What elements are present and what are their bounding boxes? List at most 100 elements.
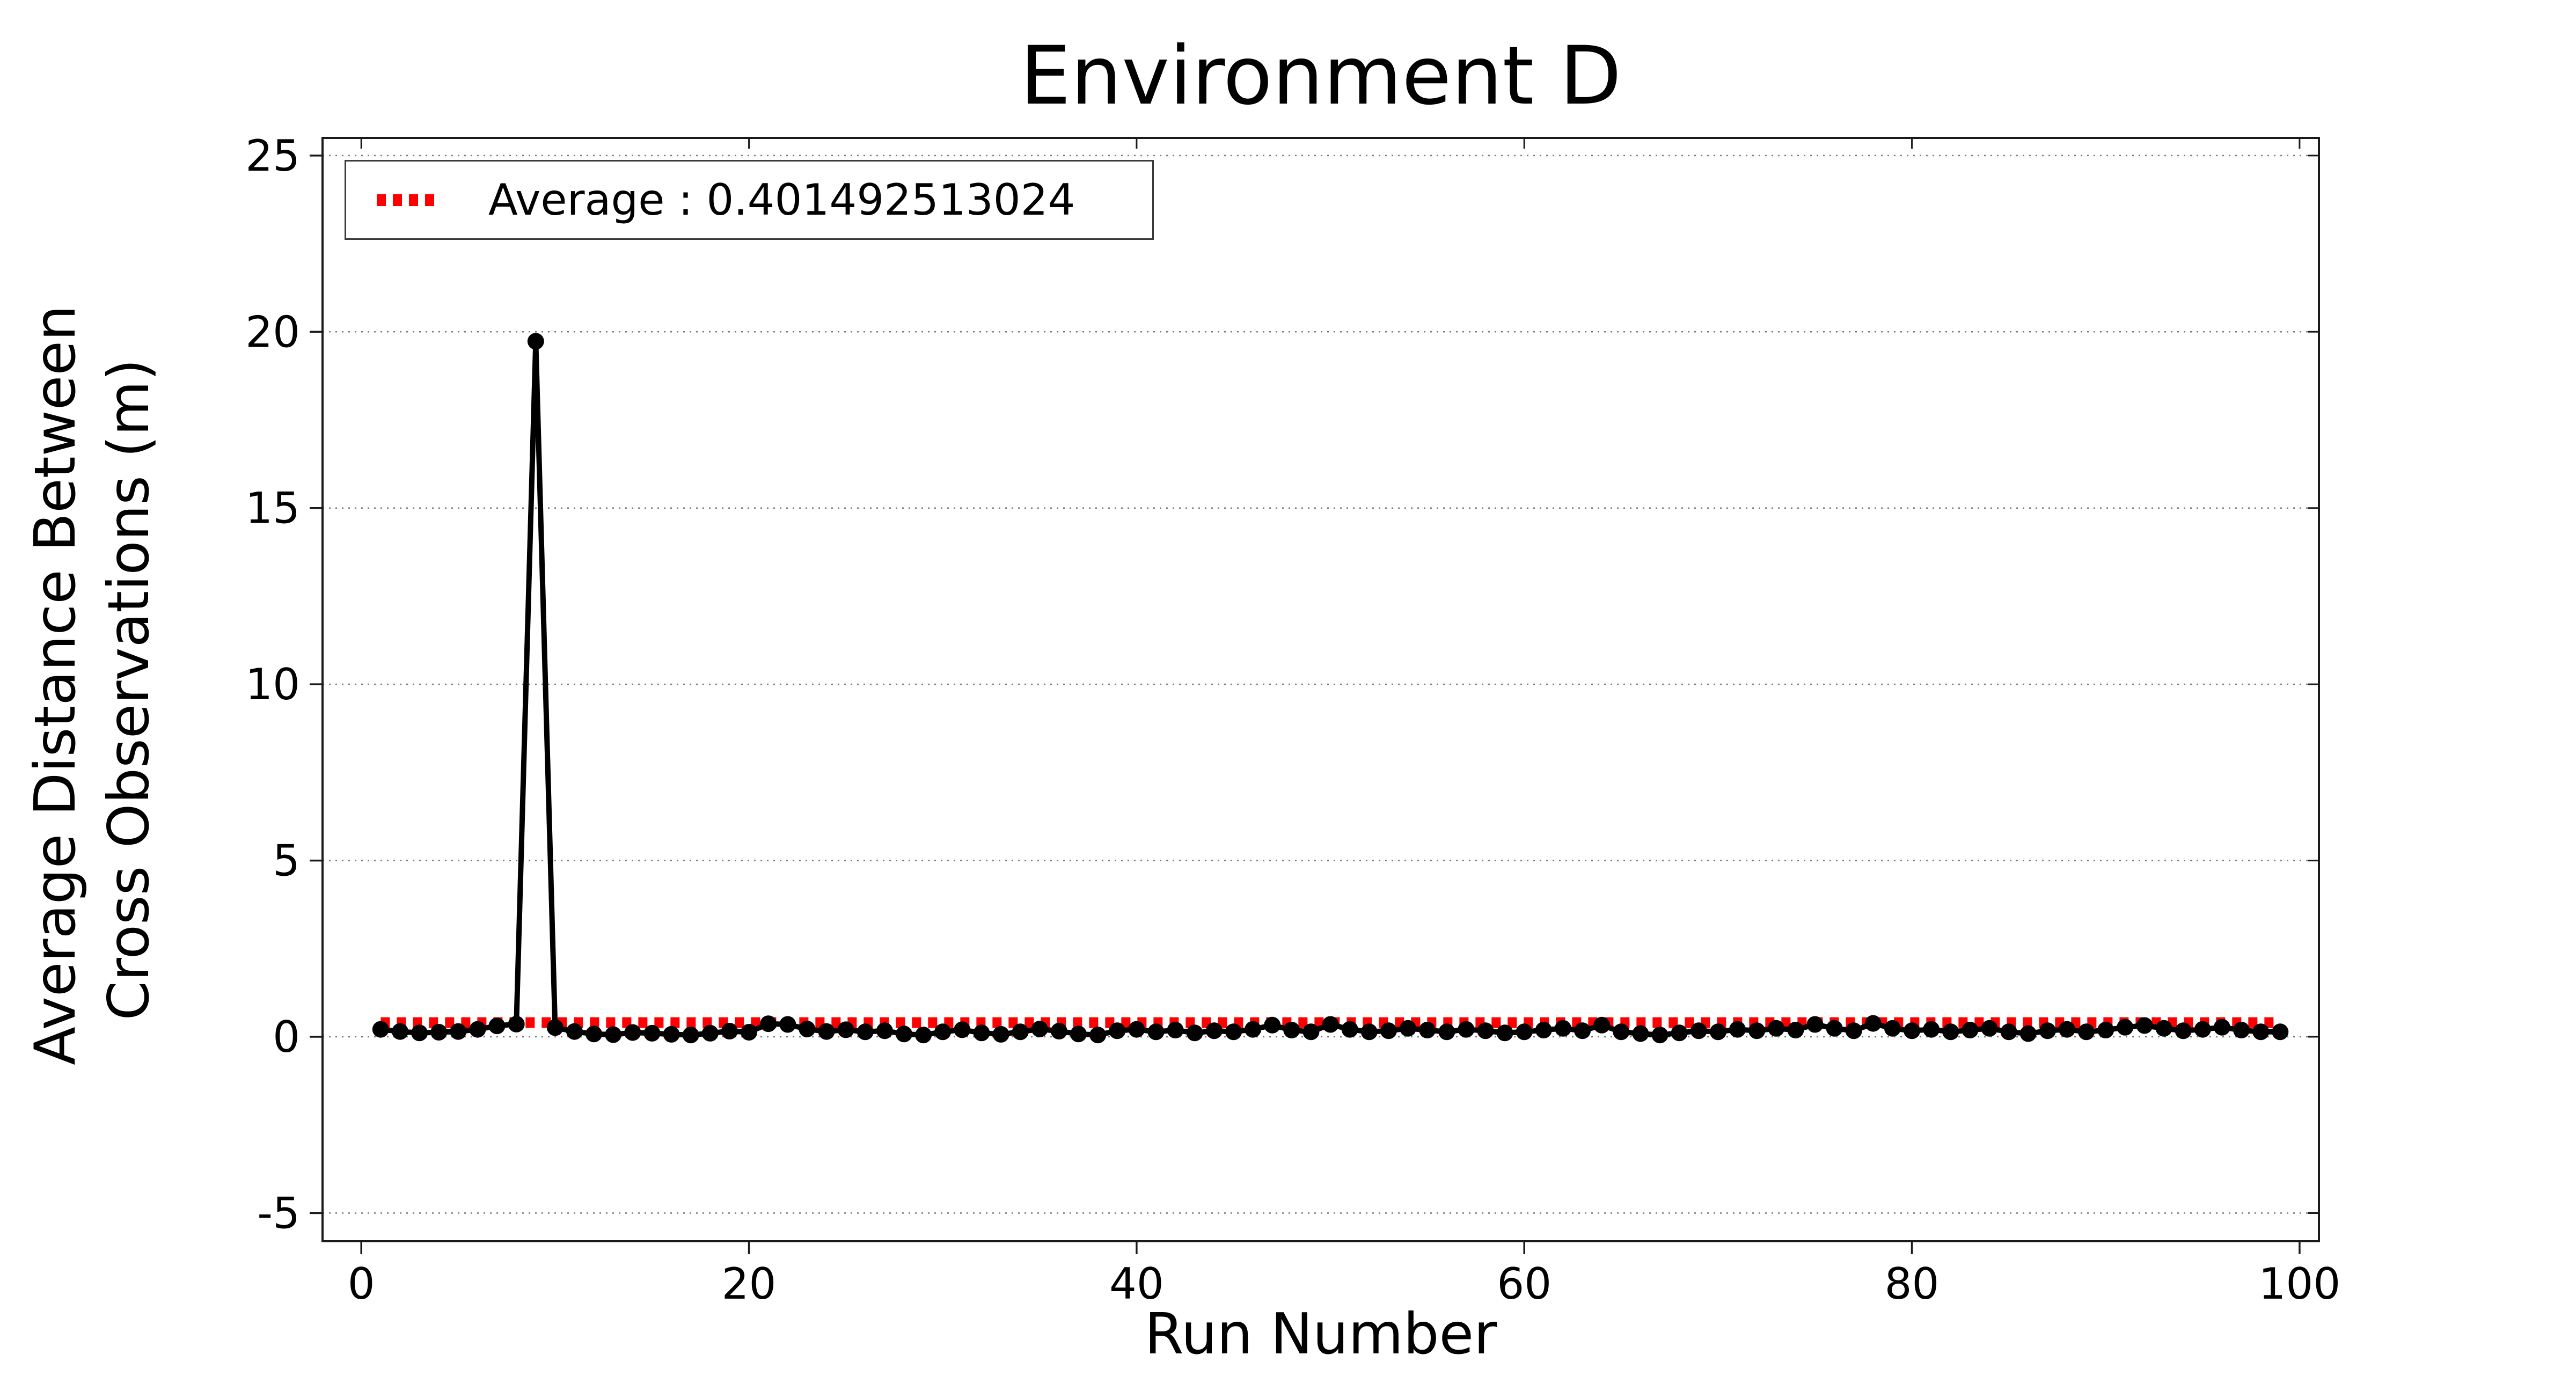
data-point-run-77 xyxy=(1845,1022,1862,1039)
data-point-run-82 xyxy=(1942,1023,1959,1041)
y-tick-label-20: 20 xyxy=(245,307,300,357)
legend: Average : 0.401492513024 xyxy=(345,160,1154,240)
data-point-run-23 xyxy=(799,1021,816,1038)
y-tick-label-15: 15 xyxy=(245,484,300,533)
data-point-run-90 xyxy=(2097,1022,2114,1038)
data-point-run-53 xyxy=(1380,1022,1397,1039)
axes-spines xyxy=(321,137,2320,1242)
data-point-run-50 xyxy=(1322,1016,1339,1033)
data-point-run-46 xyxy=(1245,1021,1262,1038)
data-point-run-89 xyxy=(2078,1023,2095,1041)
legend-label: Average : 0.401492513024 xyxy=(488,175,1075,225)
data-point-run-83 xyxy=(1962,1022,1979,1038)
data-point-run-40 xyxy=(1128,1021,1145,1038)
data-point-run-61 xyxy=(1535,1022,1552,1038)
x-axis-label: Run Number xyxy=(1144,1301,1497,1367)
data-point-run-1 xyxy=(372,1021,389,1038)
data-point-run-69 xyxy=(1690,1022,1707,1039)
data-point-run-96 xyxy=(2213,1019,2230,1036)
data-point-run-29 xyxy=(915,1027,932,1044)
data-point-run-85 xyxy=(2000,1023,2017,1041)
x-tick-label-60: 60 xyxy=(1497,1259,1552,1309)
x-tick-label-80: 80 xyxy=(1885,1259,1940,1309)
data-point-run-63 xyxy=(1574,1022,1591,1039)
data-point-run-9 xyxy=(527,333,544,350)
data-line xyxy=(378,339,2283,1038)
data-point-run-95 xyxy=(2194,1021,2211,1038)
x-tick-label-0: 0 xyxy=(348,1259,375,1309)
data-point-run-13 xyxy=(605,1026,622,1043)
data-point-run-20 xyxy=(741,1024,758,1041)
data-point-run-48 xyxy=(1283,1022,1300,1038)
data-point-run-3 xyxy=(411,1024,428,1042)
data-point-run-47 xyxy=(1264,1016,1281,1034)
data-point-run-14 xyxy=(624,1024,641,1041)
data-point-run-8 xyxy=(508,1015,525,1032)
data-point-run-99 xyxy=(2272,1023,2289,1041)
data-point-run-68 xyxy=(1671,1024,1688,1042)
data-point-run-2 xyxy=(392,1023,408,1040)
data-point-run-28 xyxy=(896,1026,912,1043)
data-point-run-25 xyxy=(837,1021,854,1038)
data-point-run-56 xyxy=(1438,1023,1455,1041)
data-point-run-86 xyxy=(2019,1025,2037,1042)
data-point-run-73 xyxy=(1768,1020,1785,1037)
y-tick-label--5: -5 xyxy=(257,1188,300,1238)
y-tick-label-25: 25 xyxy=(245,131,300,181)
data-point-run-6 xyxy=(469,1021,486,1038)
data-point-run-32 xyxy=(973,1024,990,1042)
data-point-run-17 xyxy=(682,1027,699,1044)
data-point-run-76 xyxy=(1826,1020,1843,1037)
data-point-run-80 xyxy=(1904,1022,1921,1039)
data-point-run-55 xyxy=(1419,1022,1436,1038)
data-point-run-12 xyxy=(586,1026,603,1043)
data-point-run-41 xyxy=(1147,1023,1165,1041)
data-point-run-35 xyxy=(1031,1021,1048,1038)
data-point-run-42 xyxy=(1167,1022,1184,1038)
data-point-run-70 xyxy=(1709,1023,1726,1041)
data-point-run-11 xyxy=(566,1023,583,1040)
data-point-run-31 xyxy=(954,1021,971,1038)
data-point-run-7 xyxy=(488,1017,506,1035)
data-point-run-84 xyxy=(1981,1020,1998,1037)
data-point-run-75 xyxy=(1806,1016,1824,1033)
data-point-run-44 xyxy=(1205,1022,1223,1039)
data-point-run-64 xyxy=(1593,1016,1611,1034)
chart-title: Environment D xyxy=(1020,30,1622,123)
data-point-run-71 xyxy=(1729,1021,1746,1038)
data-point-run-33 xyxy=(992,1026,1009,1043)
data-point-run-19 xyxy=(721,1023,738,1039)
data-point-run-18 xyxy=(701,1024,719,1042)
data-point-run-62 xyxy=(1555,1020,1571,1037)
data-point-run-58 xyxy=(1477,1022,1494,1039)
y-axis-label-line2: Cross Observations (m) xyxy=(96,358,162,1021)
data-point-run-4 xyxy=(430,1024,448,1041)
data-point-run-79 xyxy=(1884,1020,1901,1037)
data-point-run-21 xyxy=(760,1015,777,1032)
data-point-run-37 xyxy=(1070,1026,1087,1043)
data-point-run-26 xyxy=(857,1023,874,1041)
data-point-run-43 xyxy=(1186,1024,1203,1042)
data-point-run-10 xyxy=(546,1019,564,1036)
data-point-run-5 xyxy=(450,1023,467,1040)
data-point-run-30 xyxy=(934,1023,952,1041)
data-point-run-87 xyxy=(2039,1022,2056,1039)
data-point-run-34 xyxy=(1012,1023,1029,1041)
data-point-run-94 xyxy=(2175,1022,2192,1039)
data-point-run-65 xyxy=(1613,1023,1630,1041)
data-point-run-91 xyxy=(2117,1019,2134,1036)
data-point-run-54 xyxy=(1400,1020,1416,1037)
data-point-run-98 xyxy=(2252,1023,2270,1041)
data-point-run-88 xyxy=(2059,1021,2075,1038)
data-point-run-97 xyxy=(2233,1022,2250,1038)
data-point-run-72 xyxy=(1748,1022,1766,1039)
data-point-run-24 xyxy=(818,1023,835,1040)
y-axis-label-line1: Average Distance Between xyxy=(23,305,88,1065)
data-point-run-67 xyxy=(1651,1027,1668,1044)
data-point-run-36 xyxy=(1050,1023,1067,1039)
y-axis-label: Average Distance Between Cross Observati… xyxy=(19,305,169,1065)
data-point-run-52 xyxy=(1360,1023,1378,1041)
data-point-run-16 xyxy=(663,1026,680,1043)
